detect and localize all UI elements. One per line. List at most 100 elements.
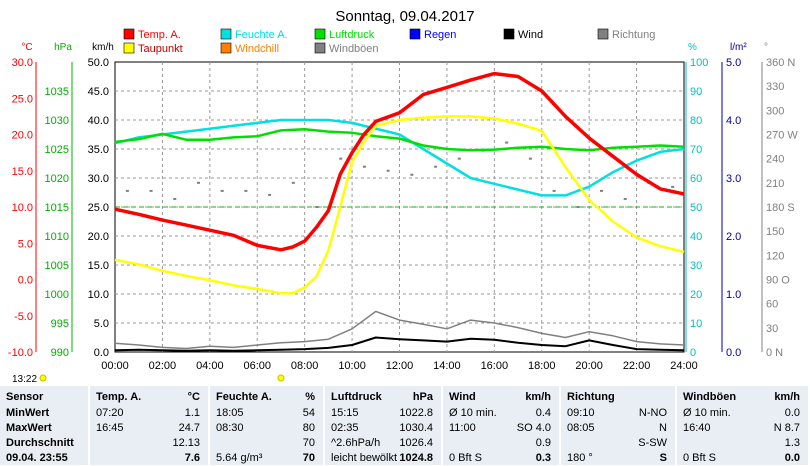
table-column: Richtung 09:10 N-NO 08:05 N S-SW 180 ° S <box>561 386 677 465</box>
x-tick-label: 22:00 <box>623 360 651 372</box>
time-marker-label: 13:22 <box>12 374 37 385</box>
cell-value: 12.13 <box>172 437 200 449</box>
right-axis-tick: 10 <box>690 318 702 330</box>
series-line-wind <box>114 336 685 352</box>
left-axis-tick: 30.0 <box>12 57 33 69</box>
table-row: 02:35 1030.4 <box>325 421 441 436</box>
cell-value: 0.9 <box>535 437 551 449</box>
right-axis-tick: 180 S <box>766 202 795 214</box>
direction-point <box>339 157 343 160</box>
direction-point <box>315 206 319 208</box>
direction-point <box>410 173 414 176</box>
cell-time: 09:10 <box>567 407 595 419</box>
right-axis-tick: 20 <box>690 289 702 301</box>
time-marker-dot <box>277 374 285 382</box>
table-row: S-SW <box>561 436 675 451</box>
cell-value: 1024.8 <box>399 452 433 464</box>
x-tick-label: 20:00 <box>575 360 603 372</box>
right-axis-tick: 60 <box>766 299 778 311</box>
series-line-windb-en <box>114 310 685 350</box>
column-title: Luftdruck <box>331 391 382 403</box>
table-row: Durchschnitt <box>0 436 88 451</box>
cell-value: 1.3 <box>784 437 800 449</box>
direction-point <box>196 181 200 184</box>
direction-point <box>173 197 177 200</box>
row-label: Durchschnitt <box>6 437 74 449</box>
cell-time: 16:40 <box>683 422 711 434</box>
table-row: 70 <box>210 436 323 451</box>
right-axis-tick: 30 <box>690 260 702 272</box>
left-axis-tick: 20.0 <box>12 130 33 142</box>
direction-point <box>386 169 390 172</box>
x-tick-label: 14:00 <box>433 360 461 372</box>
right-axis-tick: 50 <box>690 202 702 214</box>
direction-point <box>671 185 675 188</box>
cell-time: 16:45 <box>96 422 124 434</box>
left-axis-tick: 30.0 <box>88 173 109 185</box>
table-row: 07:20 1.1 <box>90 406 208 421</box>
series-line-feuchte-a- <box>114 118 685 197</box>
right-axis-tick: 40 <box>690 231 702 243</box>
right-axis-tick: 90 <box>690 86 702 98</box>
legend-label: Taupunkt <box>138 43 183 55</box>
legend-label: Richtung <box>612 29 655 41</box>
table-row: leicht bewölkt 1024.8 <box>325 451 441 466</box>
row-label: MaxWert <box>6 422 52 434</box>
cell-value: 54 <box>302 407 315 419</box>
direction-point <box>457 157 461 160</box>
direction-point <box>528 157 532 160</box>
legend-swatch <box>220 28 232 40</box>
series-line-luftdruck <box>114 128 685 152</box>
x-tick-label: 24:00 <box>670 360 698 372</box>
table-column: Luftdruck hPa 15:15 1022.8 02:35 1030.4 ^2.6hP… <box>325 386 443 465</box>
cell-time: 08:30 <box>216 422 244 434</box>
right-axis-tick: 5.0 <box>726 57 741 69</box>
direction-point <box>125 189 129 192</box>
left-axis-tick: 1020 <box>45 173 69 185</box>
cell-value: 1.1 <box>184 407 200 419</box>
table-header: Luftdruck hPa <box>325 390 441 405</box>
cell-value: 1030.4 <box>399 422 433 434</box>
table-column: Windböen km/h Ø 10 min. 0.0 16:40 N 8.7 1.3 0 B… <box>677 386 810 465</box>
column-title: Feuchte A. <box>216 391 272 403</box>
left-axis-tick: 1005 <box>45 260 69 272</box>
cell-time: Ø 10 min. <box>683 407 731 419</box>
direction-point <box>434 165 438 168</box>
legend-swatch <box>409 28 421 40</box>
chart-title: Sonntag, 09.04.2017 <box>335 8 474 25</box>
chart-axes: 00:00 02:00 04:00 06:00 08:00 10:00 12:00 14:00… <box>8 42 798 385</box>
direction-point <box>576 206 580 208</box>
cell-time: 02:35 <box>331 422 359 434</box>
series-line-temp-a- <box>114 71 685 252</box>
table-row: MaxWert <box>0 421 88 436</box>
weather-chart: Sonntag, 09.04.2017 Temp. A. Feuchte A. Lu… <box>8 8 798 385</box>
left-axis-tick: 15.0 <box>88 260 109 272</box>
column-title: Richtung <box>567 391 615 403</box>
table-row: MinWert <box>0 406 88 421</box>
right-axis-tick: 90 O <box>766 275 790 287</box>
right-axis-tick: 150 <box>766 226 784 238</box>
table-row: 09:10 N-NO <box>561 406 675 421</box>
left-axis-tick: 45.0 <box>88 86 109 98</box>
cell-time: ^2.6hPa/h <box>331 437 381 449</box>
legend-swatch <box>220 42 232 54</box>
table-row: 7.6 <box>90 451 208 466</box>
legend-label: Regen <box>424 29 456 41</box>
row-label: 09.04. 23:55 <box>6 452 68 464</box>
table-row: ^2.6hPa/h 1026.4 <box>325 436 441 451</box>
left-axis-tick: 40.0 <box>88 115 109 127</box>
direction-point <box>362 165 366 168</box>
right-axis-tick: 0.0 <box>726 347 741 359</box>
left-axis-tick: 20.0 <box>88 231 109 243</box>
column-unit: °C <box>187 391 200 403</box>
cell-value: S-SW <box>638 437 667 449</box>
direction-point <box>220 189 224 192</box>
cell-value: 0.0 <box>784 407 800 419</box>
direction-point <box>149 189 153 192</box>
table-row: 0.9 <box>443 436 559 451</box>
column-unit: hPa <box>412 391 433 403</box>
left-axis-tick: 25.0 <box>12 93 33 105</box>
cell-value: N 8.7 <box>773 422 800 434</box>
table-header: Richtung <box>561 390 675 405</box>
right-axis-tick: 240 <box>766 154 784 166</box>
